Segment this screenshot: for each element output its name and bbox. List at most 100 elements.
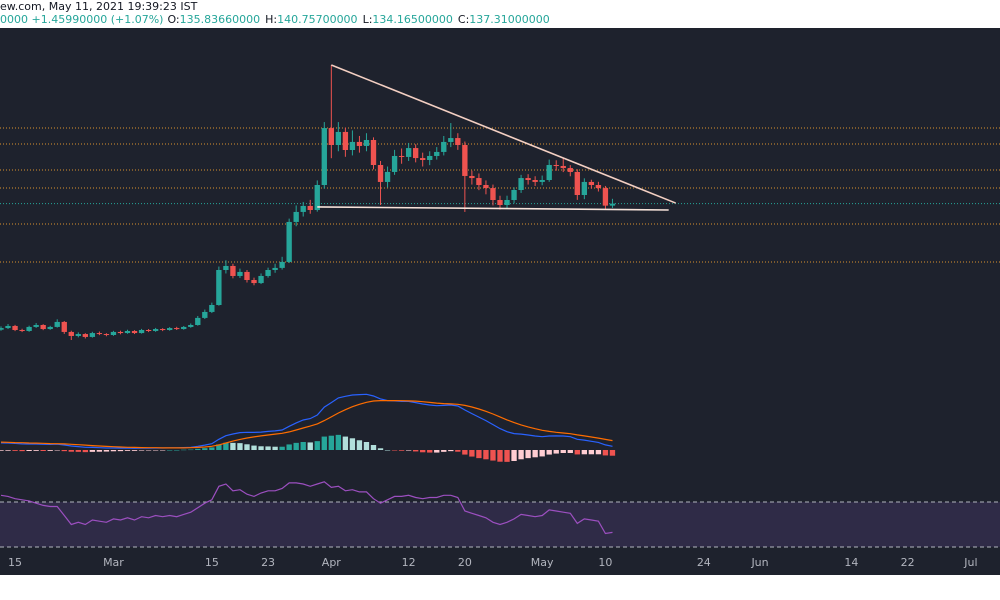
macd-histogram-bar [152, 450, 159, 451]
macd-histogram-bar [47, 450, 53, 451]
candle-body [286, 221, 292, 262]
macd-histogram-bar [609, 450, 616, 456]
candle-body [293, 211, 299, 222]
macd-histogram-bar [328, 435, 334, 450]
x-tick-label: 14 [844, 556, 858, 569]
candle-body [504, 200, 510, 205]
candle-body [209, 305, 215, 312]
macd-histogram-bar [377, 448, 384, 450]
candle-body [363, 140, 370, 146]
candle-body [272, 267, 278, 270]
candle-body [349, 141, 356, 150]
macd-histogram-bar [159, 450, 166, 451]
macd-histogram-bar [595, 450, 602, 455]
candle-body [110, 331, 117, 335]
candle-body [511, 190, 517, 200]
macd-histogram-bar [237, 443, 243, 450]
macd-histogram-bar [138, 450, 145, 451]
candle-body [96, 333, 103, 335]
macd-histogram-bar [181, 449, 187, 451]
candle-body [68, 331, 74, 336]
macd-histogram-bar [300, 442, 306, 450]
macd-histogram-bar [553, 450, 559, 454]
macd-histogram-bar [314, 441, 320, 450]
macd-histogram-bar [497, 450, 503, 462]
macd-histogram-bar [89, 450, 96, 452]
macd-histogram-bar [195, 448, 201, 450]
candle-body [33, 325, 39, 327]
macd-histogram-bar [455, 450, 461, 452]
macd-histogram-bar [356, 440, 363, 450]
candle-body [539, 180, 545, 182]
x-tick-label: Jun [750, 556, 768, 569]
candle-body [12, 325, 18, 330]
chart-background [0, 28, 1000, 575]
candle-body [117, 331, 124, 334]
candle-body [609, 203, 616, 206]
candle-body [602, 188, 609, 206]
macd-histogram-bar [574, 450, 580, 455]
macd-histogram-bar [54, 450, 60, 451]
x-tick-label: 12 [402, 556, 416, 569]
macd-histogram-bar [244, 444, 250, 450]
macd-histogram-bar [462, 450, 468, 455]
macd-histogram-bar [286, 444, 292, 450]
macd-line [0, 393, 613, 449]
macd-histogram-bar [117, 450, 124, 452]
candle-body [181, 326, 187, 330]
macd-histogram-bar [384, 450, 391, 451]
candle-body [279, 261, 285, 268]
macd-histogram-bar [363, 442, 370, 450]
candle-body [167, 328, 173, 330]
candle-body [40, 325, 46, 330]
candle-body [321, 128, 327, 185]
macd-histogram-bar [539, 450, 545, 457]
macd-histogram-bar [19, 450, 25, 452]
macd-histogram-bar [258, 446, 264, 450]
candle-body [138, 330, 145, 334]
macd-histogram-bar [321, 436, 327, 450]
macd-histogram-bar [12, 450, 18, 451]
candle-body [61, 321, 67, 332]
candle-body [497, 200, 503, 205]
macd-histogram-bar [427, 450, 433, 453]
ohlc-value: 135.83660000 [180, 13, 260, 26]
candle-body [145, 330, 152, 331]
candle-body [595, 185, 602, 189]
candle-body [398, 155, 405, 157]
candle-body [384, 171, 391, 182]
macd-histogram-bar [335, 434, 342, 450]
macd-histogram-bar [103, 450, 110, 452]
candle-body [455, 138, 461, 145]
candle-body [518, 178, 524, 190]
x-tick-label: 10 [598, 556, 612, 569]
macd-histogram-bar [581, 450, 588, 455]
macd-histogram-bar [265, 446, 271, 450]
candle-body [131, 330, 138, 334]
macd-histogram-bar [391, 450, 398, 451]
macd-histogram-bar [602, 450, 609, 456]
macd-histogram-bar [110, 450, 117, 452]
x-tick-label: 20 [458, 556, 472, 569]
macd-histogram-bar [588, 450, 595, 455]
macd-histogram-bar [124, 450, 131, 451]
candle-body [462, 145, 468, 176]
macd-histogram-bar [216, 444, 222, 450]
candle-body [54, 321, 60, 327]
macd-histogram-bar [209, 447, 215, 450]
candle-body [469, 175, 475, 179]
macd-histogram-bar [251, 445, 257, 450]
macd-histogram-bar [525, 450, 531, 459]
macd-histogram-bar [483, 450, 489, 460]
macd-histogram-bar [33, 450, 39, 451]
candle-body [560, 165, 566, 169]
candle-body [251, 280, 257, 284]
candle-body [335, 131, 342, 145]
candle-body [152, 329, 159, 331]
candle-body [427, 155, 433, 160]
macd-histogram-bar [518, 450, 524, 460]
candle-body [588, 181, 595, 185]
signal-line [0, 400, 613, 449]
macd-histogram-bar [476, 450, 482, 459]
